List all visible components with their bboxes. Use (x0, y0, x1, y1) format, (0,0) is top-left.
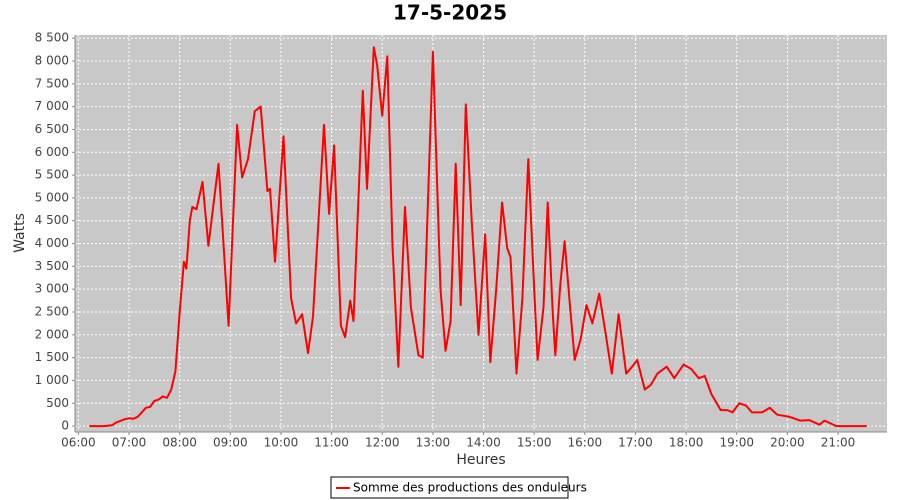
y-tick-label: 2 000 (35, 327, 69, 341)
x-tick-label: 11:00 (314, 436, 349, 450)
legend-box (330, 476, 569, 499)
x-tick-label: 14:00 (466, 436, 501, 450)
x-tick-label: 07:00 (112, 436, 147, 450)
x-tick-label: 19:00 (719, 436, 754, 450)
y-tick-label: 7 000 (35, 99, 69, 113)
y-tick-label: 6 500 (35, 122, 69, 136)
y-tick-label: 500 (46, 396, 69, 410)
x-tick-label: 12:00 (365, 436, 400, 450)
y-tick-label: 0 (61, 419, 69, 433)
chart-title: 17-5-2025 (393, 1, 507, 25)
x-axis-label: Heures (456, 452, 505, 468)
y-tick-label: 6 000 (35, 145, 69, 159)
x-tick-label: 10:00 (264, 436, 299, 450)
y-tick-label: 4 000 (35, 236, 69, 250)
legend-label: Somme des productions des onduleurs (353, 481, 587, 495)
x-tick-label: 20:00 (770, 436, 805, 450)
y-tick-label: 3 500 (35, 259, 69, 273)
y-tick-label: 1 000 (35, 373, 69, 387)
series-line (89, 46, 867, 428)
x-tick-label: 06:00 (61, 436, 96, 450)
plot-area (75, 35, 887, 432)
y-tick-label: 5 500 (35, 168, 69, 182)
y-tick-label: 8 000 (35, 54, 69, 68)
y-tick-label: 4 500 (35, 213, 69, 227)
x-tick-label: 16:00 (568, 436, 603, 450)
y-tick-label: 3 000 (35, 282, 69, 296)
x-tick-label: 09:00 (213, 436, 248, 450)
y-tick-label: 2 500 (35, 304, 69, 318)
legend: Somme des productions des onduleurs (330, 476, 587, 499)
y-tick-label: 8 500 (35, 31, 69, 45)
y-axis-label: Watts (12, 213, 28, 253)
x-tick-label: 13:00 (416, 436, 451, 450)
y-tick-label: 5 000 (35, 190, 69, 204)
x-tick-label: 17:00 (618, 436, 653, 450)
y-tick-label: 1 500 (35, 350, 69, 364)
x-tick-label: 15:00 (517, 436, 552, 450)
x-tick-label: 21:00 (821, 436, 856, 450)
x-tick-label: 08:00 (162, 436, 197, 450)
y-tick-label: 7 500 (35, 76, 69, 90)
x-tick-label: 18:00 (669, 436, 704, 450)
